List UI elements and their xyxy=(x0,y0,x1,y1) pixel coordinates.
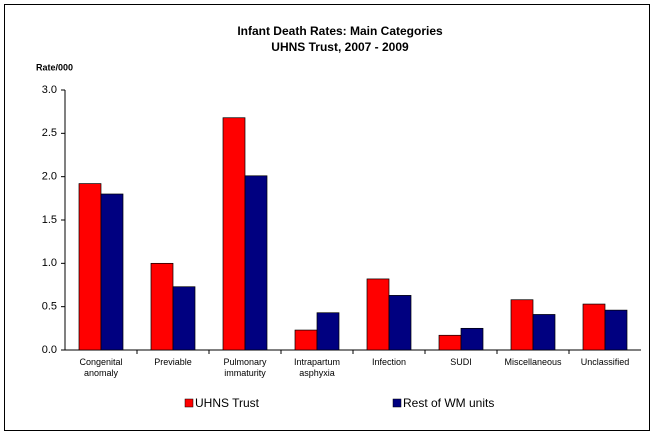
bar xyxy=(532,314,556,351)
legend-swatch xyxy=(392,398,402,408)
legend-label: UHNS Trust xyxy=(195,396,260,410)
y-tick-label: 3.0 xyxy=(42,84,57,96)
bar xyxy=(582,303,606,351)
bar xyxy=(510,299,534,351)
x-tick-label: Unclassified xyxy=(580,357,630,367)
x-tick-label: Previable xyxy=(154,357,192,367)
x-tick-label: Infection xyxy=(371,357,407,367)
chart-title: Infant Death Rates: Main Categories xyxy=(237,24,443,38)
x-tick-label: Miscellaneous xyxy=(504,357,562,367)
bar xyxy=(100,193,124,351)
chart-subtitle: UHNS Trust, 2007 - 2009 xyxy=(271,40,409,54)
bar xyxy=(388,295,412,351)
x-tick-label: SUDI xyxy=(450,357,472,367)
y-tick-label: 2.0 xyxy=(42,171,57,183)
y-axis-label: Rate/000 xyxy=(36,62,73,72)
y-tick-label: 2.5 xyxy=(42,127,57,139)
y-tick-label: 1.0 xyxy=(42,257,57,269)
bar xyxy=(78,183,102,351)
legend-swatch xyxy=(184,398,194,408)
bar xyxy=(294,329,318,351)
x-tick-label: Pulmonary immaturity xyxy=(223,357,267,378)
y-tick-label: 0.0 xyxy=(42,344,57,356)
bar xyxy=(460,327,484,351)
x-tick-label: Intrapartum asphyxia xyxy=(293,357,341,378)
bar xyxy=(366,278,390,351)
bar xyxy=(172,286,196,351)
y-tick-label: 1.5 xyxy=(42,214,57,226)
bar xyxy=(438,334,462,351)
legend-label: Rest of WM units xyxy=(403,396,494,410)
bar xyxy=(244,175,268,351)
bar xyxy=(150,262,174,351)
bar xyxy=(316,312,340,351)
bar xyxy=(222,117,246,351)
x-tick-label: Congenital anomaly xyxy=(79,357,123,378)
y-tick-label: 0.5 xyxy=(42,301,57,313)
bar xyxy=(604,309,628,351)
